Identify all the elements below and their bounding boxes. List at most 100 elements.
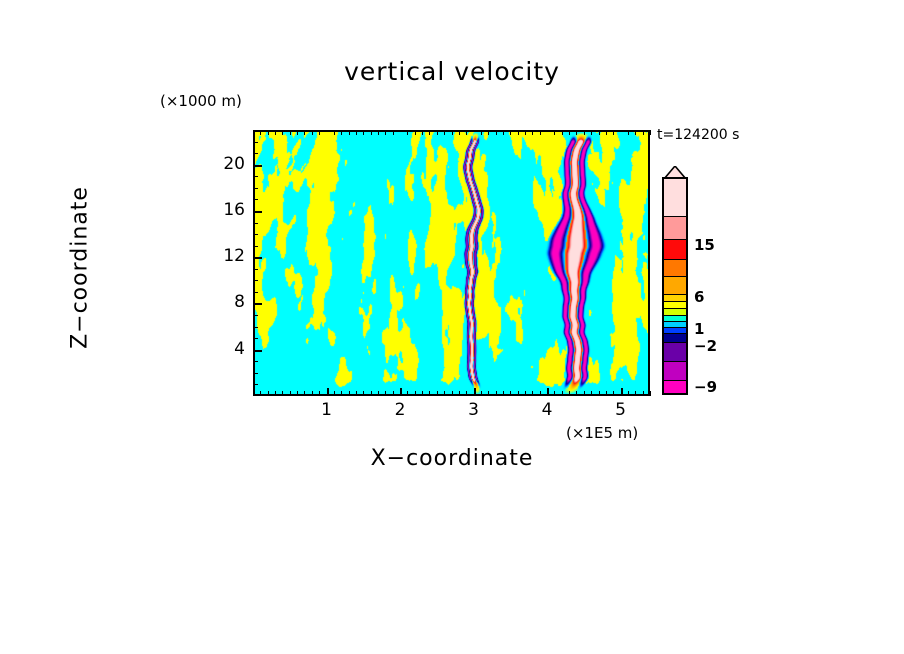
- x-minor-tick: [355, 130, 357, 135]
- y-minor-tick: [253, 153, 258, 155]
- x-minor-tick: [348, 130, 350, 135]
- x-minor-tick: [297, 130, 299, 135]
- x-minor-tick: [480, 391, 482, 396]
- velocity-field-canvas: [255, 132, 648, 394]
- x-minor-tick: [436, 130, 438, 135]
- colorbar-band: [664, 308, 686, 317]
- x-minor-tick: [392, 391, 394, 396]
- x-minor-tick: [502, 391, 504, 396]
- x-minor-tick: [532, 130, 534, 135]
- y-minor-tick: [253, 176, 258, 178]
- x-minor-tick: [613, 391, 615, 396]
- x-minor-tick: [495, 130, 497, 135]
- x-minor-tick: [480, 130, 482, 135]
- x-minor-tick: [282, 391, 284, 396]
- x-minor-tick: [495, 391, 497, 396]
- x-minor-tick: [517, 130, 519, 135]
- x-minor-tick: [333, 130, 335, 135]
- x-tick-label: 4: [541, 400, 553, 420]
- x-minor-tick: [510, 391, 512, 396]
- y-major-tick: [253, 303, 262, 306]
- x-minor-tick: [363, 130, 365, 135]
- colorbar-tick-label: 6: [694, 288, 705, 306]
- x-minor-tick: [429, 391, 431, 396]
- x-minor-tick: [444, 391, 446, 396]
- y-major-tick: [253, 164, 262, 167]
- y-tick-label: 8: [234, 292, 245, 313]
- timestamp-label: t=124200 s: [657, 127, 740, 143]
- x-minor-tick: [451, 391, 453, 396]
- x-minor-tick: [598, 130, 600, 135]
- x-minor-tick: [311, 130, 313, 135]
- x-minor-tick: [392, 130, 394, 135]
- x-minor-tick: [267, 391, 269, 396]
- y-tick-label: 16: [223, 199, 245, 220]
- y-minor-tick: [253, 222, 258, 224]
- chart-title: vertical velocity: [344, 57, 560, 86]
- x-minor-tick: [319, 130, 321, 135]
- colorbar-arrow-icon: [662, 166, 688, 179]
- x-minor-tick: [650, 391, 651, 396]
- x-minor-tick: [422, 391, 424, 396]
- x-major-tick: [620, 388, 623, 396]
- x-minor-tick: [554, 391, 556, 396]
- x-major-tick: [547, 388, 550, 396]
- colorbar-band: [664, 379, 686, 393]
- x-major-tick: [473, 388, 476, 396]
- y-minor-tick: [253, 234, 258, 236]
- x-minor-tick: [627, 391, 629, 396]
- colorbar-tick-label: −2: [694, 337, 718, 355]
- x-minor-tick: [304, 130, 306, 135]
- colorbar: [662, 177, 688, 395]
- x-minor-tick: [297, 391, 299, 396]
- x-minor-tick: [407, 391, 409, 396]
- x-minor-tick: [341, 130, 343, 135]
- x-minor-tick: [569, 130, 571, 135]
- colorbar-band: [664, 179, 686, 217]
- x-minor-tick: [319, 391, 321, 396]
- x-minor-tick: [260, 130, 262, 135]
- x-minor-tick: [642, 391, 644, 396]
- colorbar-band: [664, 259, 686, 278]
- x-minor-tick: [311, 391, 313, 396]
- x-minor-tick: [510, 130, 512, 135]
- x-tick-label: 5: [615, 400, 626, 420]
- x-minor-tick: [554, 130, 556, 135]
- x-minor-tick: [583, 391, 585, 396]
- y-axis-label: Z−coordinate: [67, 186, 93, 349]
- x-minor-tick: [583, 130, 585, 135]
- x-axis-label: X−coordinate: [370, 446, 534, 471]
- colorbar-tick-label: 1: [694, 320, 705, 338]
- y-tick-label: 4: [234, 338, 245, 359]
- x-minor-tick: [605, 130, 607, 135]
- colorbar-band: [664, 326, 686, 336]
- x-minor-tick: [466, 130, 468, 135]
- x-minor-tick: [436, 391, 438, 396]
- x-minor-tick: [282, 130, 284, 135]
- x-minor-tick: [370, 130, 372, 135]
- colorbar-band: [664, 275, 686, 296]
- x-minor-tick: [576, 391, 578, 396]
- x-minor-tick: [444, 130, 446, 135]
- x-minor-tick: [591, 130, 593, 135]
- x-minor-tick: [613, 130, 615, 135]
- x-minor-tick: [289, 130, 291, 135]
- x-minor-tick: [304, 391, 306, 396]
- y-minor-tick: [253, 141, 258, 143]
- colorbar-tick-label: −9: [694, 378, 718, 396]
- x-tick-label: 1: [321, 400, 332, 420]
- x-minor-tick: [333, 391, 335, 396]
- x-minor-tick: [275, 130, 277, 135]
- x-tick-label: 3: [468, 400, 479, 420]
- x-minor-tick: [385, 130, 387, 135]
- x-minor-tick: [605, 391, 607, 396]
- x-minor-tick: [385, 391, 387, 396]
- x-minor-tick: [576, 130, 578, 135]
- x-minor-tick: [458, 391, 460, 396]
- x-minor-tick: [532, 391, 534, 396]
- x-minor-tick: [502, 130, 504, 135]
- y-major-tick: [253, 349, 262, 352]
- x-minor-tick: [451, 130, 453, 135]
- y-minor-tick: [253, 361, 258, 363]
- y-minor-tick: [253, 187, 258, 189]
